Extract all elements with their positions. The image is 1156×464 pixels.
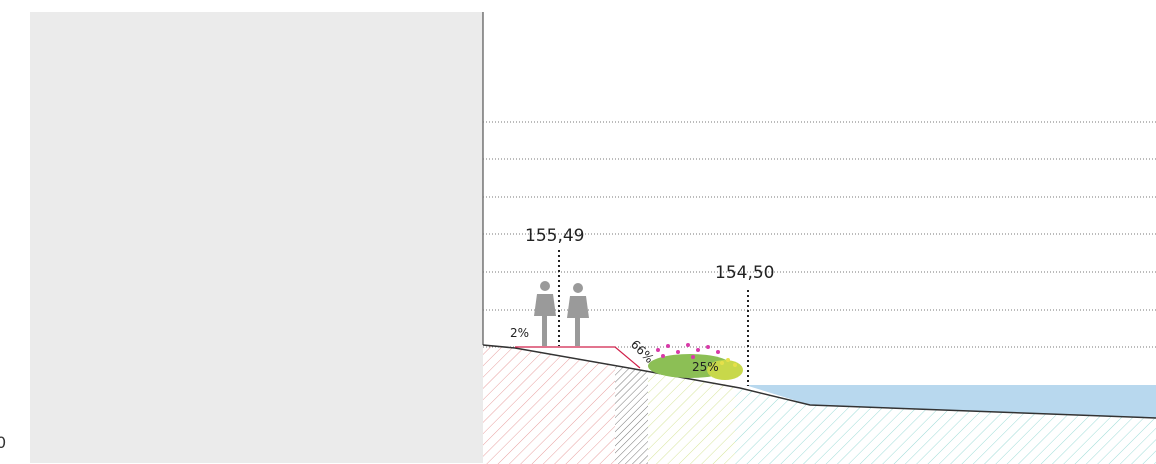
level-lines	[483, 121, 1156, 348]
elevation-label: 155,49	[525, 226, 584, 246]
edge-label: 0	[0, 433, 6, 452]
slope-label: 2%	[510, 326, 529, 340]
hatch-planting	[648, 371, 735, 464]
cyclists	[534, 281, 589, 346]
ground-line	[482, 344, 1156, 419]
path-surface	[515, 346, 641, 369]
water	[745, 385, 1156, 418]
blank-panel	[30, 12, 483, 463]
flowers	[656, 343, 737, 367]
slope-label: 25%	[692, 360, 719, 374]
hatch-slope	[615, 365, 648, 464]
hatch-water	[735, 386, 1156, 464]
elevation-label: 154,50	[715, 263, 774, 283]
hatch-road	[483, 345, 615, 464]
